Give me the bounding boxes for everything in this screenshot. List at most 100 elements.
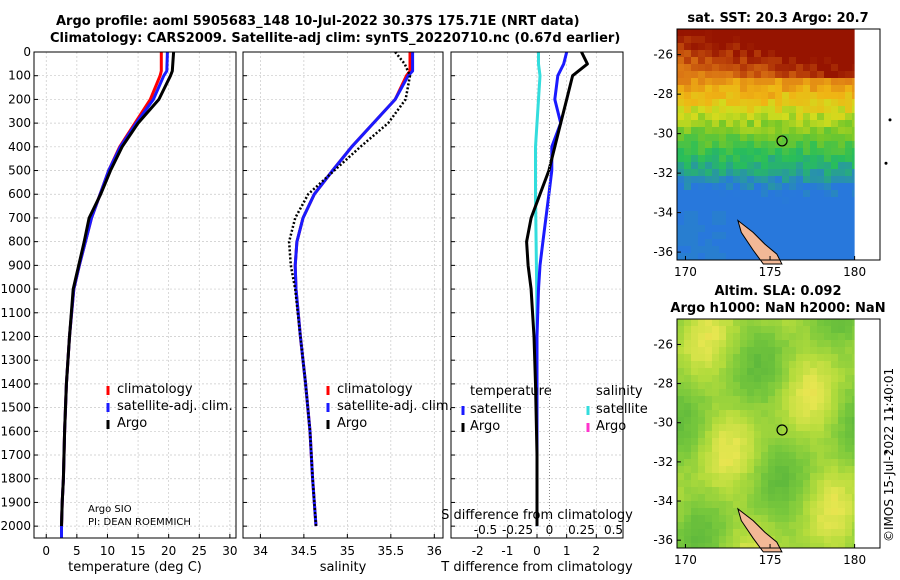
sst-map-cell	[838, 183, 845, 190]
sla-map-cell	[761, 522, 768, 529]
sla-map-cell	[712, 438, 719, 445]
sst-map-cell	[684, 36, 691, 43]
sla-map-cell	[852, 501, 855, 508]
sst-map-cell	[705, 239, 712, 246]
figure-title-line2: Climatology: CARS2009. Satellite-adj cli…	[50, 31, 621, 46]
sla-map-cell	[803, 340, 810, 347]
sst-map-cell	[852, 190, 855, 197]
sla-map-cell	[684, 403, 691, 410]
depth-tick-label: 200	[8, 92, 31, 106]
sla-map-cell	[705, 396, 712, 403]
sla-map-cell	[831, 354, 838, 361]
sst-map-cell	[691, 176, 698, 183]
sla-map-cell	[775, 375, 782, 382]
sst-map-cell	[810, 113, 817, 120]
sst-map-cell	[726, 225, 733, 232]
sla-map-cell	[761, 389, 768, 396]
sst-map-cell	[754, 99, 761, 106]
sst-map-cell	[831, 155, 838, 162]
sla-map-cell	[824, 431, 831, 438]
sla-map-cell	[747, 431, 754, 438]
sla-map-cell	[747, 333, 754, 340]
sla-map-cell	[824, 382, 831, 389]
sla-map-cell	[768, 368, 775, 375]
sla-map-cell	[796, 480, 803, 487]
sst-map-cell	[824, 148, 831, 155]
sla-map-cell	[684, 382, 691, 389]
sst-map-cell	[824, 120, 831, 127]
sla-map-cell	[761, 508, 768, 515]
sla-map-cell	[691, 347, 698, 354]
sst-map-cell	[852, 92, 855, 99]
sla-map-cell	[747, 438, 754, 445]
sst-map-cell	[838, 190, 845, 197]
sst-map-cell	[754, 78, 761, 85]
sst-map-cell	[845, 57, 852, 64]
sst-map-cell	[691, 113, 698, 120]
sst-map-cell	[775, 148, 782, 155]
sla-map-cell	[733, 410, 740, 417]
sst-map-cell	[677, 225, 684, 232]
sst-map-cell	[684, 239, 691, 246]
sla-map-cell	[698, 515, 705, 522]
temperature-xtick-label: 25	[192, 544, 207, 558]
sla-map-cell	[768, 515, 775, 522]
sst-map-cell	[796, 134, 803, 141]
sst-map-cell	[733, 176, 740, 183]
sst-map-cell	[712, 120, 719, 127]
sla-map-cell	[768, 326, 775, 333]
sla-map-cell	[852, 494, 855, 501]
sla-map-cell	[838, 319, 845, 326]
sla-map-cell	[838, 536, 845, 543]
sla-map-cell	[782, 508, 789, 515]
sst-map-cell	[845, 43, 852, 50]
sla-map-cell	[747, 473, 754, 480]
sla-map-cell	[719, 543, 726, 548]
sla-map-cell	[852, 459, 855, 466]
sst-map-cell	[677, 190, 684, 197]
sla-map-cell	[789, 382, 796, 389]
sla-map-cell	[775, 382, 782, 389]
sst-map-cell	[796, 218, 803, 225]
sst-lat-label: -28	[653, 87, 673, 101]
sla-map-cell	[747, 340, 754, 347]
sst-map-cell	[754, 225, 761, 232]
sla-map-cell	[719, 361, 726, 368]
sla-map-cell	[775, 494, 782, 501]
sst-map-cell	[768, 225, 775, 232]
sst-map-cell	[754, 141, 761, 148]
sst-map-cell	[684, 246, 691, 253]
sst-map-cell	[726, 162, 733, 169]
sla-map-cell	[817, 424, 824, 431]
sst-map-cell	[754, 71, 761, 78]
sla-map-cell	[803, 452, 810, 459]
sla-map-cell	[817, 480, 824, 487]
sla-map-cell	[698, 529, 705, 536]
sst-map-cell	[796, 113, 803, 120]
sst-map-cell	[845, 162, 852, 169]
sst-map-cell	[712, 64, 719, 71]
sst-map-cell	[789, 78, 796, 85]
sst-map-cell	[705, 50, 712, 57]
sst-map-cell	[754, 148, 761, 155]
sst-map-cell	[852, 176, 855, 183]
sst-map-cell	[789, 120, 796, 127]
sst-map-cell	[810, 92, 817, 99]
sst-map-cell	[768, 99, 775, 106]
sla-map-cell	[803, 466, 810, 473]
sla-map-cell	[740, 529, 747, 536]
sla-map-cell	[684, 396, 691, 403]
sst-map-cell	[852, 71, 855, 78]
sla-map-cell	[719, 326, 726, 333]
sst-map-cell	[698, 36, 705, 43]
sla-map-cell	[726, 410, 733, 417]
sla-map-cell	[768, 389, 775, 396]
sla-map-cell	[775, 403, 782, 410]
sst-map-cell	[747, 162, 754, 169]
sla-map-cell	[782, 319, 789, 326]
sla-map-cell	[677, 319, 684, 326]
sla-map-cell	[810, 445, 817, 452]
sla-map-cell	[796, 354, 803, 361]
sla-map-cell	[740, 466, 747, 473]
sst-map-cell	[726, 176, 733, 183]
